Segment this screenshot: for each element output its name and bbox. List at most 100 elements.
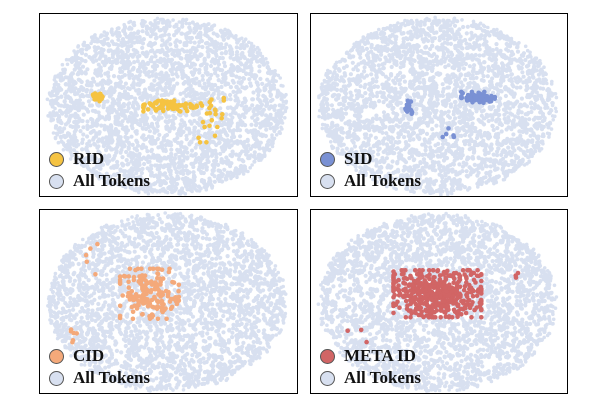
all-tokens-point (157, 158, 162, 163)
all-tokens-point (124, 149, 129, 155)
all-tokens-point (61, 148, 66, 152)
all-tokens-point (54, 131, 59, 136)
all-tokens-point (96, 103, 101, 108)
all-tokens-point (257, 64, 262, 69)
all-tokens-point (147, 69, 152, 74)
all-tokens-point (207, 136, 212, 141)
all-tokens-point (80, 137, 85, 142)
all-tokens-point (209, 25, 214, 29)
all-tokens-point (464, 107, 469, 112)
all-tokens-point (509, 72, 514, 77)
all-tokens-point (89, 169, 93, 173)
all-tokens-point (511, 132, 516, 137)
all-tokens-point (191, 164, 196, 170)
all-tokens-point (174, 71, 179, 77)
all-tokens-point (53, 87, 58, 91)
all-tokens-point (411, 126, 416, 131)
all-tokens-point (393, 93, 398, 98)
all-tokens-point (235, 175, 239, 179)
all-tokens-point (420, 128, 425, 133)
all-tokens-point (247, 155, 252, 161)
all-tokens-point (505, 136, 510, 141)
all-tokens-point (154, 163, 160, 168)
all-tokens-point (121, 42, 126, 48)
all-tokens-point (499, 129, 504, 134)
all-tokens-point (104, 81, 109, 86)
all-tokens-point (167, 77, 172, 82)
all-tokens-point (330, 94, 335, 99)
all-tokens-point (421, 94, 426, 99)
all-tokens-point (115, 33, 120, 39)
all-tokens-point (131, 83, 136, 88)
all-tokens-point (119, 108, 124, 113)
all-tokens-point (389, 73, 394, 78)
all-tokens-point (477, 47, 482, 52)
all-tokens-point (421, 179, 426, 184)
all-tokens-point (124, 125, 129, 130)
all-tokens-point (173, 152, 178, 157)
all-tokens-point (370, 154, 375, 159)
all-tokens-point (185, 63, 190, 68)
all-tokens-point (429, 54, 434, 59)
all-tokens-point (337, 102, 342, 107)
all-tokens-point (369, 91, 374, 96)
all-tokens-point (276, 94, 280, 98)
all-tokens-point (81, 112, 86, 117)
all-tokens-point (200, 77, 205, 82)
all-tokens-point (128, 61, 133, 66)
all-tokens-point (476, 58, 481, 63)
all-tokens-point (212, 179, 217, 184)
all-tokens-point (138, 187, 143, 191)
all-tokens-point (200, 85, 205, 90)
all-tokens-point (191, 175, 196, 180)
all-tokens-point (119, 122, 124, 127)
all-tokens-point (397, 95, 402, 100)
all-tokens-point (85, 150, 91, 155)
all-tokens-point (203, 145, 208, 150)
all-tokens-point (92, 45, 97, 50)
all-tokens-point (191, 93, 196, 98)
all-tokens-point (434, 123, 439, 128)
all-tokens-point (477, 53, 482, 58)
all-tokens-point (224, 112, 229, 117)
all-tokens-point (356, 80, 361, 85)
all-tokens-point (178, 39, 183, 44)
all-tokens-point (261, 107, 266, 112)
all-tokens-point (189, 161, 194, 166)
all-tokens-point (260, 81, 265, 86)
all-tokens-point (58, 130, 63, 135)
all-tokens-point (535, 126, 540, 131)
all-tokens-point (272, 72, 276, 76)
all-tokens-point (163, 148, 168, 154)
all-tokens-point (73, 156, 78, 161)
all-tokens-point (399, 128, 404, 133)
all-tokens-point (502, 112, 507, 117)
all-tokens-point (56, 140, 61, 145)
all-tokens-point (249, 41, 254, 46)
all-tokens-point (107, 178, 111, 182)
all-tokens-point (240, 36, 244, 41)
all-tokens-point (279, 119, 283, 123)
all-tokens-point (107, 43, 112, 48)
all-tokens-point (86, 83, 91, 88)
all-tokens-point (141, 37, 146, 42)
id-token-point (220, 112, 225, 117)
all-tokens-point (258, 76, 263, 81)
all-tokens-point (223, 51, 228, 56)
all-tokens-point (418, 161, 423, 166)
all-tokens-point (72, 49, 76, 53)
all-tokens-point (248, 81, 253, 86)
all-tokens-point (92, 79, 97, 84)
all-tokens-point (487, 105, 492, 110)
all-tokens-point (177, 20, 182, 24)
all-tokens-point (228, 97, 233, 102)
all-tokens-point (205, 148, 211, 153)
all-tokens-point (175, 48, 180, 53)
all-tokens-point (366, 149, 371, 154)
all-tokens-point (239, 79, 244, 84)
all-tokens-point (251, 135, 257, 140)
all-tokens-point (112, 99, 117, 104)
all-tokens-point (110, 32, 115, 37)
all-tokens-point (379, 44, 384, 49)
all-tokens-point (518, 77, 523, 82)
